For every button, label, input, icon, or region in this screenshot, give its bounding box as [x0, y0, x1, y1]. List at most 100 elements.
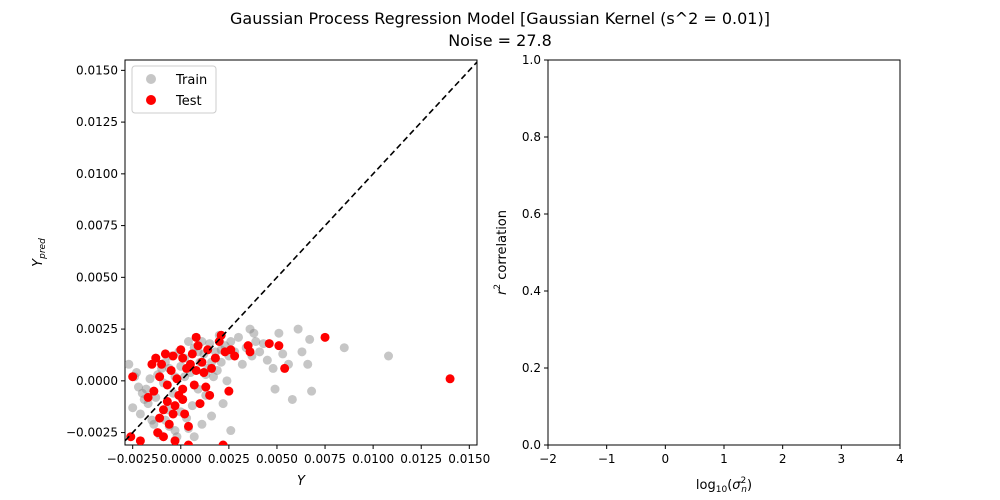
test-point	[155, 413, 165, 423]
x-tick-label: 1	[720, 452, 728, 466]
x-tick-label: 4	[896, 452, 904, 466]
x-tick-label: −1	[598, 452, 616, 466]
train-point	[141, 384, 151, 394]
test-point	[143, 392, 153, 402]
test-point	[193, 341, 203, 351]
train-point	[303, 359, 313, 369]
x-tick-label: 0.0125	[400, 452, 442, 466]
test-point	[218, 440, 228, 445]
x-tick-label: 0.0100	[352, 452, 394, 466]
train-point	[307, 386, 317, 396]
train-point	[287, 394, 297, 404]
test-point	[224, 386, 234, 396]
test-point	[170, 436, 180, 445]
test-point	[178, 353, 188, 363]
test-point	[183, 421, 193, 431]
legend: Train Test	[131, 65, 217, 114]
train-point	[207, 411, 217, 421]
test-point	[210, 353, 220, 363]
test-point	[151, 353, 161, 363]
figure-title-line1: Gaussian Process Regression Model [Gauss…	[230, 9, 770, 28]
test-point	[135, 436, 145, 445]
x-tick-label: 0.0075	[304, 452, 346, 466]
train-point	[305, 334, 315, 344]
y-tick-label: 0.0125	[76, 115, 118, 129]
train-point	[147, 415, 157, 425]
test-point	[176, 345, 186, 355]
train-point	[135, 409, 145, 419]
y-tick-label: −0.0025	[66, 426, 118, 440]
y-tick-label: 0.0025	[76, 322, 118, 336]
train-point	[268, 363, 278, 373]
test-point	[191, 332, 201, 342]
train-point	[384, 351, 394, 361]
x-axis-label: log10(σ2 n)	[696, 476, 752, 495]
test-point	[149, 386, 159, 396]
test-point	[216, 330, 226, 340]
test-point	[245, 347, 255, 357]
test-point	[201, 382, 211, 392]
test-point	[180, 409, 190, 419]
test-point	[128, 372, 138, 382]
train-point	[128, 403, 138, 413]
test-point	[172, 374, 182, 384]
train-point	[170, 426, 180, 436]
train-point	[270, 384, 280, 394]
train-point	[274, 328, 284, 338]
train-point	[218, 399, 228, 409]
x-tick-label: 2	[779, 452, 787, 466]
train-point	[245, 324, 255, 334]
legend-label-train: Train	[175, 73, 207, 88]
test-point	[160, 349, 170, 359]
test-point	[183, 440, 193, 445]
y-tick-label: 1.0	[522, 53, 541, 67]
test-point	[162, 380, 172, 390]
test-point	[178, 394, 188, 404]
train-point	[293, 324, 303, 334]
test-point	[185, 359, 195, 369]
train-point	[249, 328, 259, 338]
train-point	[189, 432, 199, 442]
train-point	[143, 399, 153, 409]
series-test	[126, 330, 455, 445]
train-point	[339, 343, 349, 353]
train-point	[149, 419, 159, 429]
test-point	[155, 372, 165, 382]
y-axis-label: r2 correlation	[493, 210, 510, 295]
test-point	[199, 368, 209, 378]
y-tick-label: 0.0050	[76, 270, 118, 284]
test-point	[274, 341, 284, 351]
legend-label-test: Test	[175, 94, 202, 109]
prediction-scatter-plot: −0.0025 0.0000 0.0025 0.0050 0.0075 0.0100 0.0…	[31, 59, 490, 489]
test-point	[264, 339, 274, 349]
test-point	[445, 374, 455, 384]
x-tick-label: 0.0050	[256, 452, 298, 466]
y-tick-label: 0.0000	[76, 374, 118, 388]
figure-title-line2: Noise = 27.8	[448, 31, 552, 50]
y-tick-label: 0.0	[522, 438, 541, 452]
test-point	[168, 351, 178, 361]
test-point	[158, 432, 168, 442]
train-point	[208, 372, 218, 382]
test-point	[230, 351, 240, 361]
test-point	[170, 401, 180, 411]
y-tick-label: 0.4	[522, 284, 541, 298]
train-point	[222, 376, 232, 386]
train-point	[187, 401, 197, 411]
y-tick-label: 0.0150	[76, 63, 118, 77]
x-axis-label: Y	[297, 474, 306, 489]
axes-frame	[124, 59, 478, 446]
test-point	[189, 380, 199, 390]
x-tick-label: 0.0000	[160, 452, 202, 466]
y-tick-label: 0.2	[522, 361, 541, 375]
train-point	[237, 359, 247, 369]
train-point	[210, 347, 220, 357]
train-point	[145, 374, 155, 384]
x-tick-label: −2	[539, 452, 557, 466]
train-point	[297, 347, 307, 357]
train-point	[226, 337, 236, 347]
train-point	[255, 347, 265, 357]
x-tick-label: 0.0150	[448, 452, 490, 466]
y-axis-label: Ypred	[31, 238, 48, 267]
